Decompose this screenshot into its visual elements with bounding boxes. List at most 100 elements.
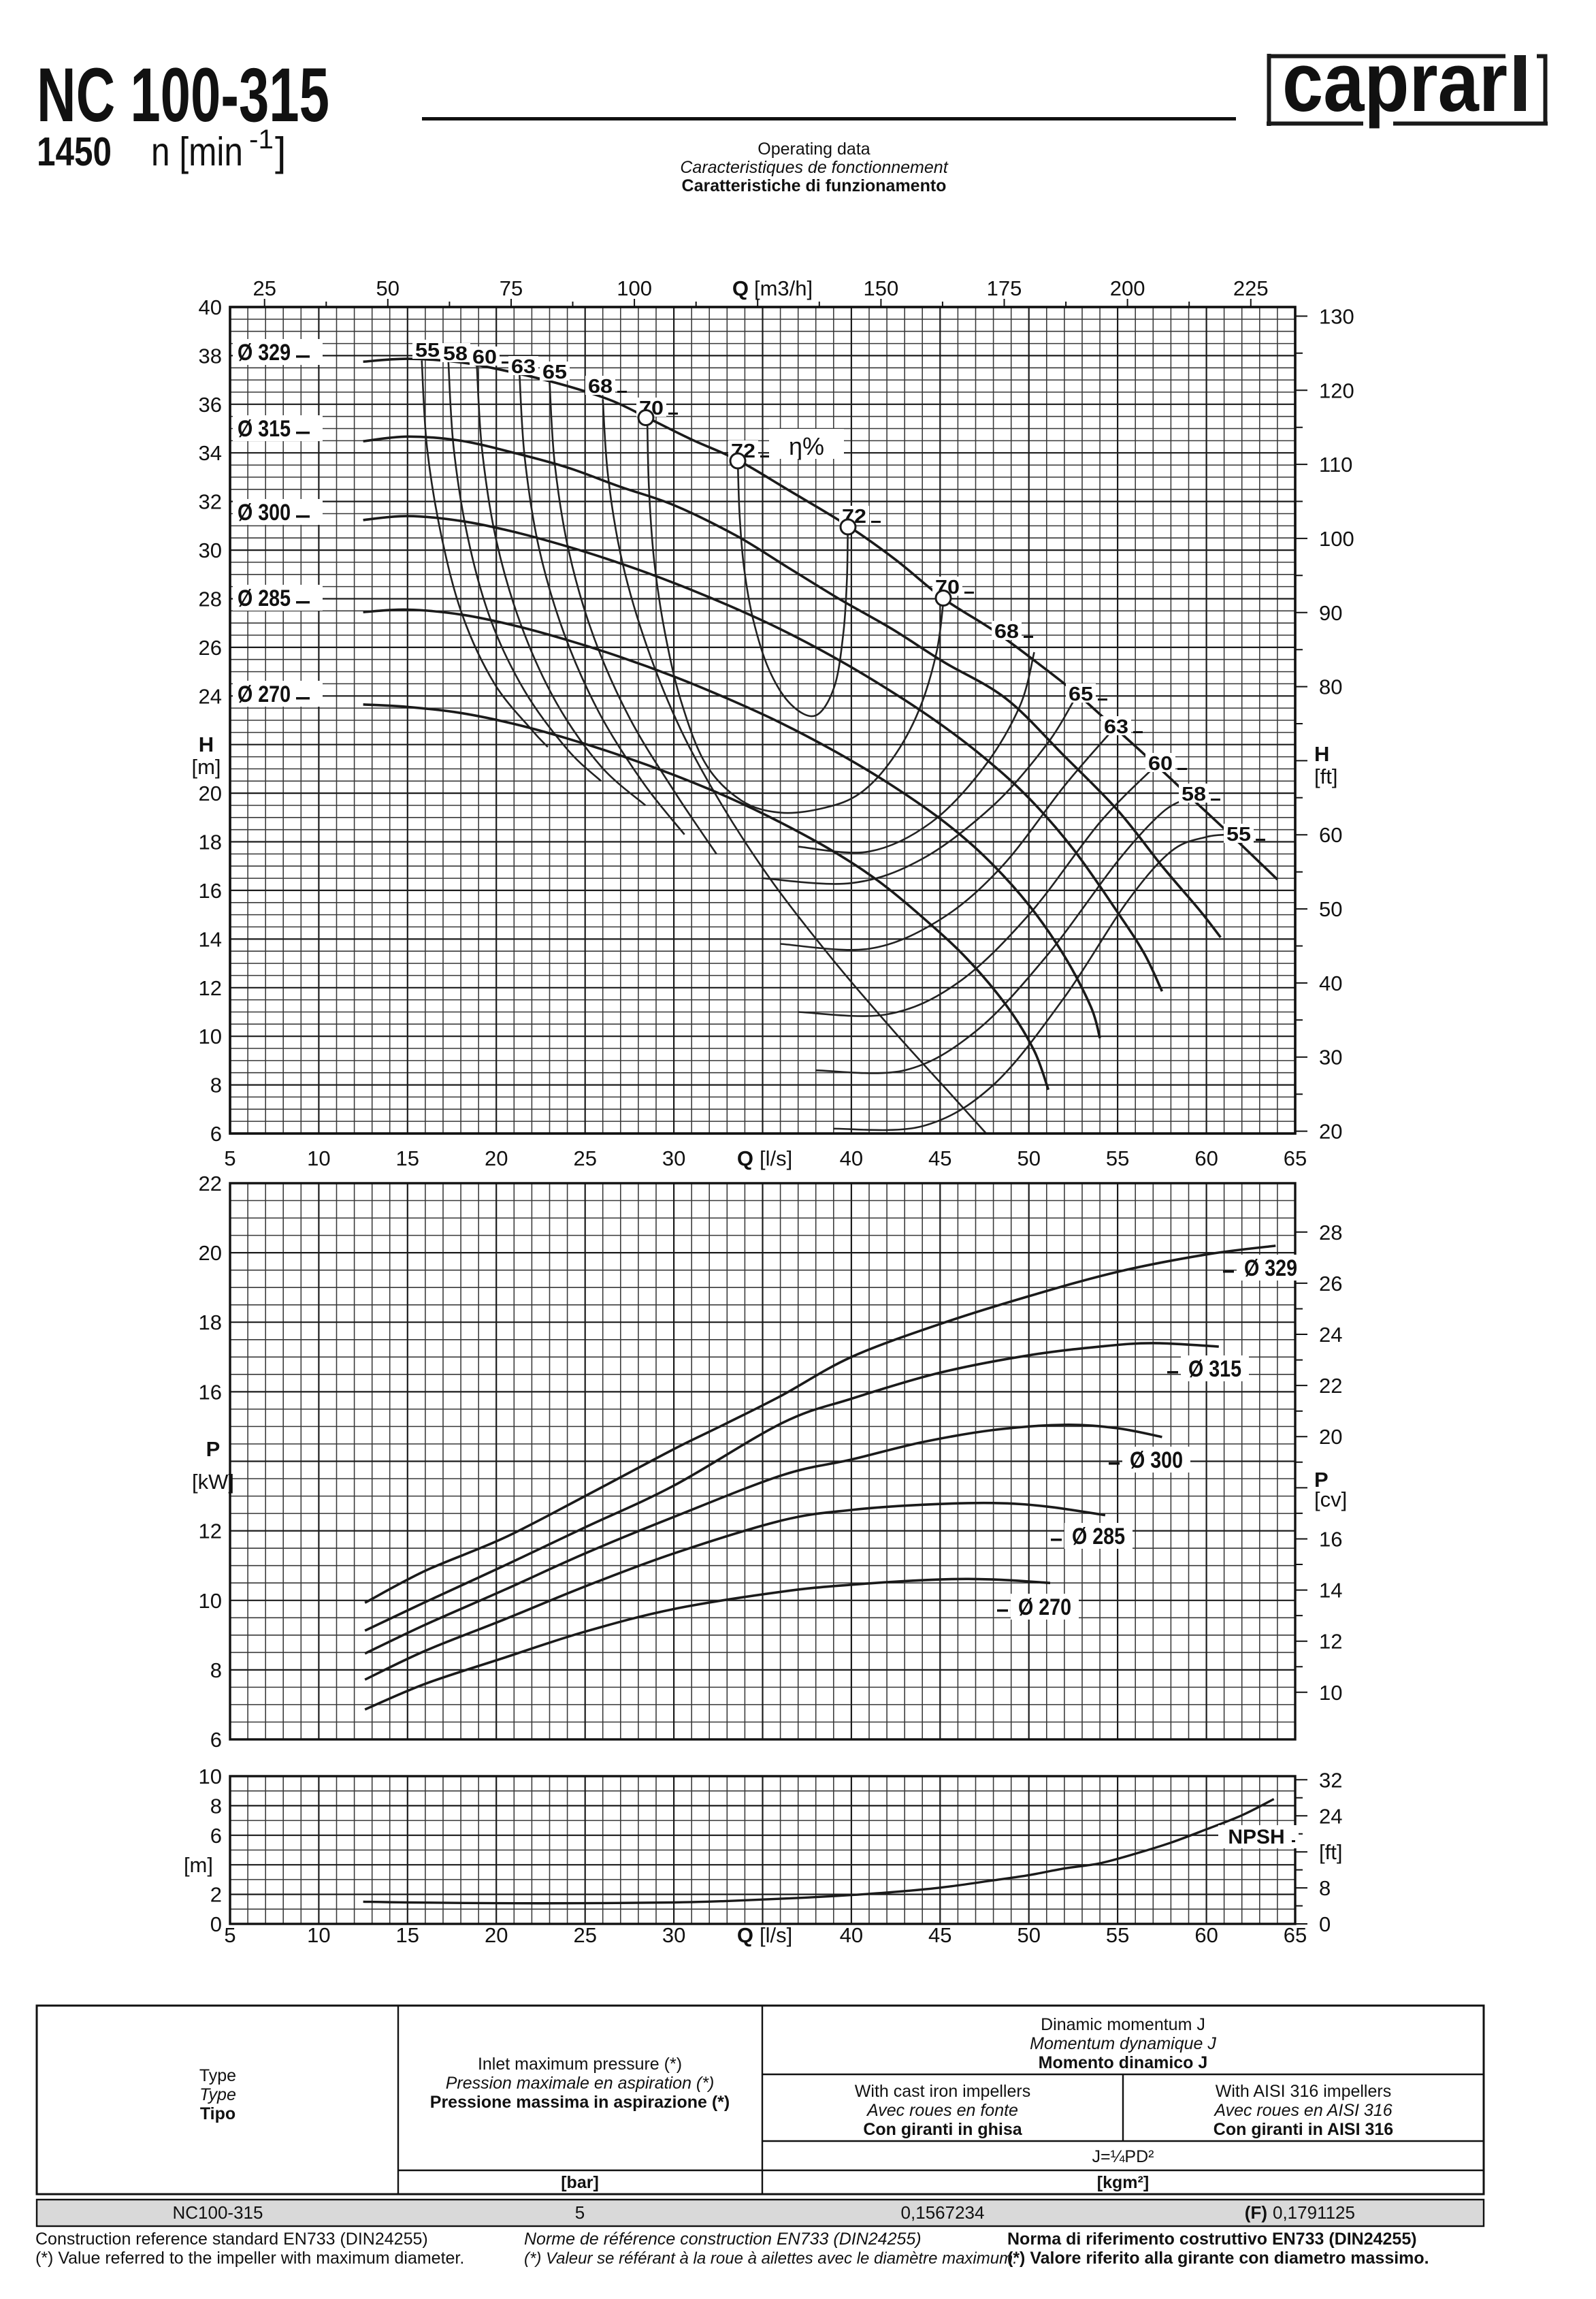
svg-text:Q: Q	[737, 1146, 753, 1170]
svg-text:15: 15	[396, 1146, 419, 1170]
svg-text:]: ]	[275, 129, 286, 174]
svg-text:150: 150	[864, 276, 899, 300]
svg-text:8: 8	[210, 1658, 222, 1682]
svg-text:Ø 285: Ø 285	[238, 585, 291, 611]
svg-text:(*) Value referred to the impe: (*) Value referred to the impeller with …	[35, 2249, 464, 2268]
svg-text:n [min: n [min	[151, 129, 243, 174]
svg-text:65: 65	[542, 361, 567, 383]
svg-text:Ø 300: Ø 300	[238, 500, 291, 526]
svg-text:2: 2	[210, 1883, 222, 1907]
svg-text:Norme de référence constructio: Norme de référence construction EN733 (D…	[524, 2230, 922, 2249]
svg-text:40: 40	[199, 295, 222, 319]
svg-text:[m]: [m]	[184, 1853, 213, 1877]
svg-text:Pression maximale en aspiratio: Pression maximale en aspiration (*)	[446, 2074, 715, 2093]
svg-text:30: 30	[1319, 1046, 1342, 1070]
svg-text:225: 225	[1233, 276, 1269, 300]
svg-text:14: 14	[199, 927, 222, 951]
svg-text:28: 28	[199, 588, 222, 611]
svg-text:10: 10	[199, 1025, 222, 1048]
svg-text:[m]: [m]	[191, 755, 221, 779]
svg-text:36: 36	[199, 393, 222, 417]
svg-text:60: 60	[472, 347, 497, 368]
svg-text:Caratteristiche di funzionamen: Caratteristiche di funzionamento	[682, 176, 947, 195]
svg-text:H: H	[199, 733, 214, 756]
svg-text:8: 8	[210, 1074, 222, 1097]
svg-text:8: 8	[210, 1794, 222, 1818]
svg-text:Caracteristiques de fonctionne: Caracteristiques de fonctionnement	[680, 158, 948, 177]
svg-text:100: 100	[617, 276, 652, 300]
svg-text:0: 0	[1319, 1912, 1331, 1936]
svg-text:175: 175	[987, 276, 1022, 300]
svg-text:80: 80	[1319, 675, 1342, 699]
svg-text:Norma di riferimento costrutti: Norma di riferimento costruttivo EN733 (…	[1007, 2230, 1417, 2249]
svg-text:10: 10	[199, 1765, 222, 1788]
svg-text:NC 100-315: NC 100-315	[37, 52, 329, 138]
svg-text:60: 60	[1319, 823, 1342, 847]
svg-text:40: 40	[840, 1923, 863, 1947]
svg-text:Avec roues en AISI 316: Avec roues en AISI 316	[1213, 2101, 1392, 2120]
svg-text:50: 50	[1319, 897, 1342, 921]
svg-text:63: 63	[1104, 716, 1128, 738]
svg-text:28: 28	[1319, 1221, 1342, 1244]
svg-text:34: 34	[199, 441, 222, 465]
svg-text:Ø 315: Ø 315	[1188, 1356, 1241, 1382]
svg-text:200: 200	[1110, 276, 1145, 300]
svg-text:40: 40	[840, 1146, 863, 1170]
svg-text:P: P	[1314, 1468, 1329, 1492]
svg-text:32: 32	[1319, 1768, 1342, 1792]
svg-text:Ø 270: Ø 270	[238, 681, 291, 707]
svg-text:20: 20	[1319, 1120, 1342, 1144]
svg-text:Ø 285: Ø 285	[1072, 1524, 1125, 1549]
svg-text:Dinamic momentum J: Dinamic momentum J	[1041, 2015, 1205, 2034]
svg-text:Operating data: Operating data	[758, 140, 870, 159]
svg-text:[l/s]: [l/s]	[760, 1923, 792, 1947]
svg-text:40: 40	[1319, 971, 1342, 995]
svg-text:30: 30	[199, 538, 222, 562]
svg-text:26: 26	[1319, 1272, 1342, 1296]
svg-text:0,1791125: 0,1791125	[1273, 2202, 1355, 2223]
svg-text:[kgm²]: [kgm²]	[1097, 2173, 1149, 2192]
svg-text:25: 25	[573, 1923, 596, 1947]
svg-text:Ø 315: Ø 315	[238, 416, 291, 442]
svg-text:6: 6	[210, 1824, 222, 1848]
svg-text:38: 38	[199, 344, 222, 368]
svg-text:Con giranti in ghisa: Con giranti in ghisa	[863, 2120, 1022, 2139]
svg-text:22: 22	[199, 1172, 222, 1195]
svg-text:60: 60	[1194, 1146, 1218, 1170]
svg-text:[kW]: [kW]	[192, 1470, 234, 1494]
svg-text:16: 16	[199, 1380, 222, 1404]
svg-text:20: 20	[1319, 1425, 1342, 1449]
svg-text:65: 65	[1069, 684, 1093, 705]
svg-text:6: 6	[210, 1122, 222, 1146]
svg-text:20: 20	[485, 1923, 508, 1947]
svg-text:55: 55	[415, 340, 440, 361]
svg-text:Ø 329: Ø 329	[1244, 1255, 1297, 1281]
svg-text:[l/s]: [l/s]	[760, 1146, 792, 1170]
svg-text:55: 55	[1106, 1146, 1129, 1170]
svg-text:NPSH: NPSH	[1228, 1826, 1284, 1848]
svg-text:65: 65	[1284, 1146, 1307, 1170]
svg-text:H: H	[1314, 742, 1329, 766]
svg-text:[ft]: [ft]	[1314, 765, 1337, 788]
svg-text:50: 50	[1017, 1146, 1040, 1170]
svg-text:65: 65	[1284, 1923, 1307, 1947]
svg-text:110: 110	[1319, 453, 1352, 477]
svg-text:5: 5	[575, 2202, 585, 2223]
svg-text:Tipo: Tipo	[200, 2104, 235, 2123]
svg-text:caprar: caprar	[1282, 36, 1508, 129]
svg-text:12: 12	[1319, 1630, 1342, 1654]
svg-text:Pressione massima in aspirazio: Pressione massima in aspirazione (*)	[430, 2093, 730, 2112]
svg-text:24: 24	[1319, 1804, 1342, 1828]
svg-text:10: 10	[307, 1146, 330, 1170]
svg-text:60: 60	[1148, 753, 1173, 775]
svg-text:26: 26	[199, 636, 222, 660]
svg-text:6: 6	[210, 1728, 222, 1752]
svg-text:50: 50	[1017, 1923, 1040, 1947]
svg-text:22: 22	[1319, 1374, 1342, 1398]
svg-text:5: 5	[224, 1146, 235, 1170]
svg-text:25: 25	[253, 276, 276, 300]
svg-text:55: 55	[1106, 1923, 1129, 1947]
svg-text:12: 12	[199, 1520, 222, 1543]
svg-text:Construction reference standar: Construction reference standard EN733 (D…	[35, 2230, 428, 2249]
svg-text:Q: Q	[732, 276, 749, 300]
